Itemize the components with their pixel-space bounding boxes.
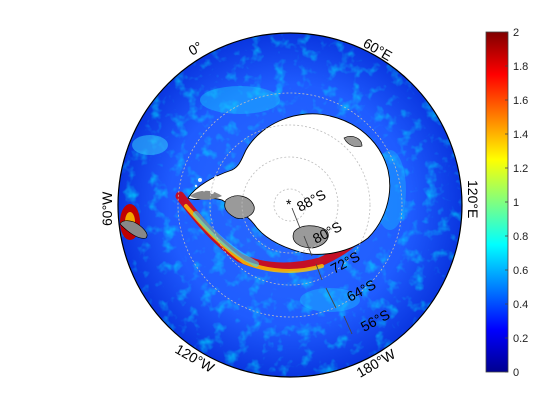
colorbar-tick-label: 0.8 bbox=[513, 231, 528, 243]
lon-label-60w: 60°W bbox=[99, 191, 115, 226]
colorbar-bar bbox=[485, 31, 509, 373]
colorbar-tick-label: 0.6 bbox=[513, 265, 528, 277]
colorbar-tick-label: 1.4 bbox=[513, 129, 528, 141]
colorbar-tick-label: 1.6 bbox=[513, 95, 528, 107]
antarctica-landmass bbox=[119, 113, 391, 255]
colorbar-tick-label: 1.2 bbox=[513, 163, 528, 175]
graticule bbox=[177, 92, 403, 318]
latitude-tick-line bbox=[291, 207, 353, 335]
colorbar: 0 0.2 0.4 0.6 0.8 1 1.2 1.4 1.6 1.8 2 bbox=[485, 27, 528, 379]
lon-label-0: 0° bbox=[186, 38, 206, 59]
colorbar-tick-label: 2 bbox=[513, 27, 519, 39]
colorbar-tick-label: 0.2 bbox=[513, 333, 528, 345]
ross-ice-shelf bbox=[292, 225, 329, 249]
colorbar-tick-label: 0.4 bbox=[513, 299, 528, 311]
lon-label-120e: 120°E bbox=[465, 180, 481, 218]
map-frame bbox=[117, 32, 463, 378]
colorbar-ticks: 0 0.2 0.4 0.6 0.8 1 1.2 1.4 1.6 1.8 2 bbox=[505, 27, 528, 379]
colorbar-tick-label: 1.8 bbox=[513, 61, 528, 73]
south-pole-marker: * bbox=[286, 196, 292, 212]
colorbar-tick-label: 0 bbox=[513, 367, 519, 379]
colorbar-tick-label: 1 bbox=[513, 197, 519, 209]
